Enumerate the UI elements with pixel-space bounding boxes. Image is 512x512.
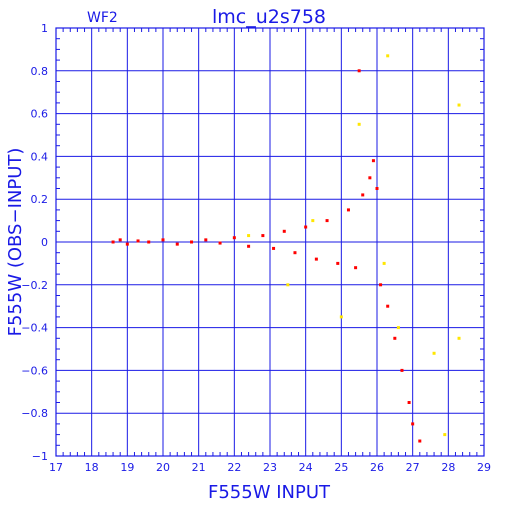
data-point <box>386 54 390 58</box>
data-point <box>357 122 361 126</box>
x-tick-label: 24 <box>299 461 313 474</box>
data-point <box>314 257 318 261</box>
x-tick-label: 28 <box>441 461 455 474</box>
data-point <box>286 283 290 287</box>
data-point <box>161 238 165 242</box>
y-tick-label: 0.6 <box>31 108 49 121</box>
data-point <box>311 219 315 223</box>
data-point <box>443 433 447 437</box>
x-tick-label: 26 <box>370 461 384 474</box>
x-tick-label: 27 <box>406 461 420 474</box>
x-tick-label: 19 <box>120 461 134 474</box>
data-point <box>400 368 404 372</box>
data-point <box>354 266 358 270</box>
data-point <box>407 401 411 404</box>
data-point <box>272 246 276 250</box>
data-point <box>386 304 390 308</box>
grid-lines <box>56 28 484 456</box>
data-point <box>457 336 461 340</box>
data-point <box>125 242 129 246</box>
data-point <box>111 240 115 244</box>
x-tick-label: 22 <box>227 461 241 474</box>
data-point <box>293 251 297 255</box>
data-point <box>361 193 365 197</box>
data-point <box>325 219 329 223</box>
data-point <box>190 240 194 244</box>
x-tick-label: 20 <box>156 461 170 474</box>
data-point <box>118 238 122 242</box>
y-tick-label: −0.6 <box>21 364 48 377</box>
chart-title: lmc_u2s758 <box>212 6 326 28</box>
data-point <box>379 283 383 287</box>
y-tick-label: −1 <box>32 450 48 463</box>
data-point <box>218 241 222 245</box>
data-point <box>232 236 236 240</box>
y-tick-label: −0.8 <box>21 407 48 420</box>
data-point <box>339 315 343 319</box>
data-point <box>432 351 436 355</box>
data-points <box>111 54 461 443</box>
data-point <box>411 422 415 426</box>
plot-frame <box>55 27 485 457</box>
x-tick-label: 17 <box>49 461 63 474</box>
data-point <box>282 229 286 233</box>
data-point <box>396 326 400 330</box>
data-point <box>371 159 375 163</box>
data-point <box>368 176 372 180</box>
data-point <box>136 239 140 243</box>
data-point <box>382 261 386 265</box>
y-tick-label: 0 <box>41 236 48 249</box>
chip-label: WF2 <box>87 10 118 26</box>
data-point <box>393 336 397 340</box>
data-point <box>346 208 350 212</box>
data-point <box>147 240 151 244</box>
tick-marks <box>56 28 484 456</box>
x-tick-label: 23 <box>263 461 277 474</box>
x-tick-label: 29 <box>477 461 491 474</box>
y-tick-label: −0.2 <box>21 279 48 292</box>
data-point <box>247 244 251 248</box>
y-tick-label: 1 <box>41 22 48 35</box>
data-point <box>247 234 251 238</box>
data-point <box>261 234 265 238</box>
x-tick-label: 25 <box>334 461 348 474</box>
y-axis-label: F555W (OBS−INPUT) <box>5 148 26 337</box>
data-point <box>304 225 308 229</box>
x-axis-label: F555W INPUT <box>208 482 331 503</box>
data-point <box>336 261 340 265</box>
x-tick-labels: 17 18 19 20 21 22 23 24 25 26 27 28 29 <box>49 461 491 474</box>
x-tick-label: 18 <box>85 461 99 474</box>
data-point <box>375 187 379 190</box>
y-tick-label: 0.2 <box>31 193 49 206</box>
y-tick-labels: 1 0.8 0.6 0.4 0.2 0 −0.2 −0.4 −0.6 −0.8 −1 <box>21 22 48 463</box>
y-tick-label: 0.8 <box>31 65 49 78</box>
data-point <box>204 238 208 242</box>
data-point <box>175 242 179 246</box>
data-point <box>357 69 361 73</box>
y-tick-label: 0.4 <box>31 150 49 163</box>
x-tick-label: 21 <box>192 461 206 474</box>
y-tick-label: −0.4 <box>21 322 48 335</box>
data-point <box>457 103 461 107</box>
data-point <box>418 439 422 443</box>
